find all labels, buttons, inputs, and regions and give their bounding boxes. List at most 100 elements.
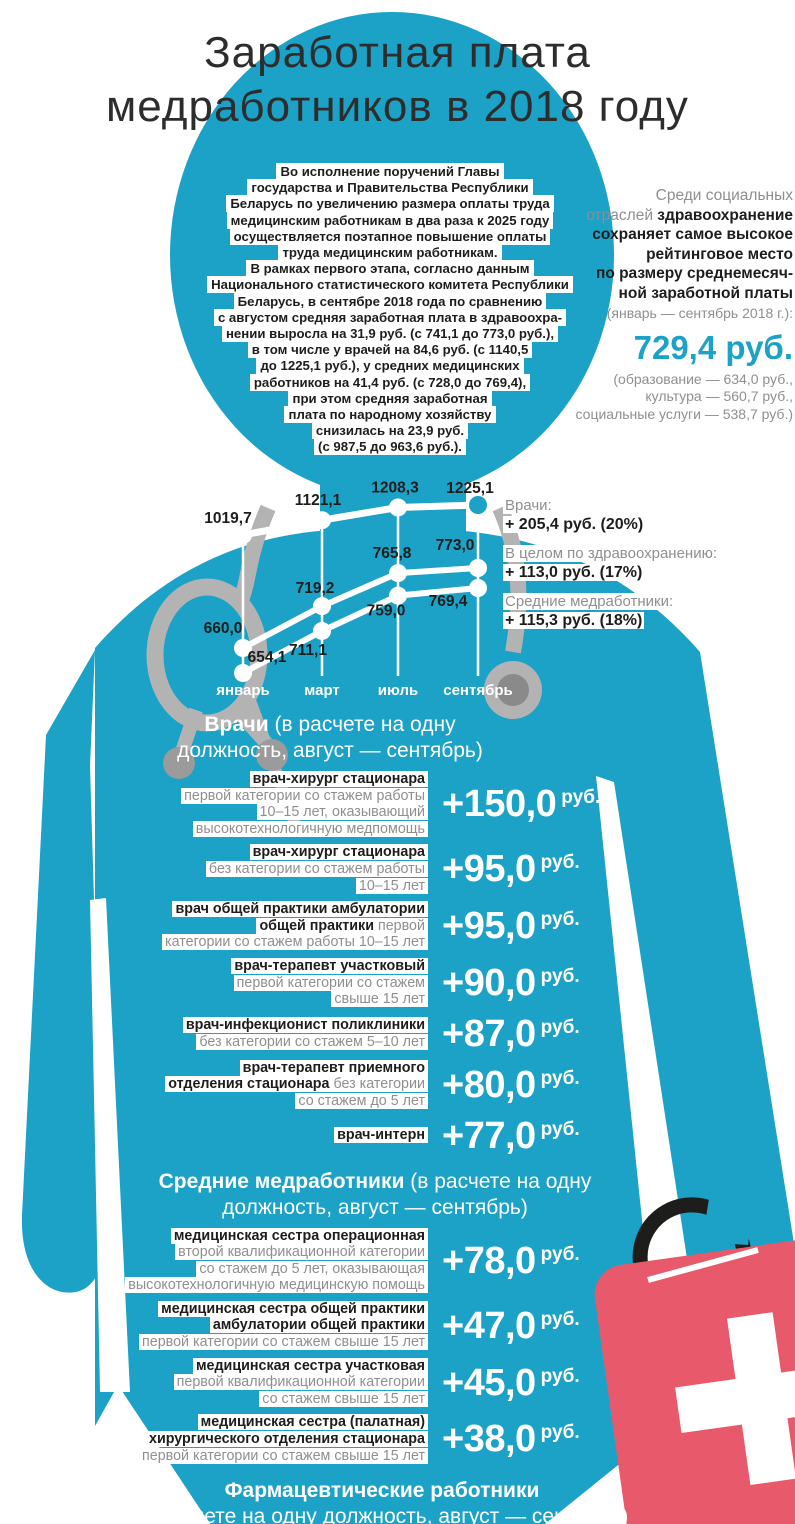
salary-unit: руб.: [540, 909, 580, 931]
salary-item-row: врач-терапевт приемного отделения стацион…: [0, 1059, 795, 1110]
salary-unit: руб.: [540, 965, 580, 987]
chart-legend: Врачи: + 205,4 руб. (20%) В целом по здрав…: [503, 497, 793, 641]
intro-line-text: с августом средняя заработная плата в зд…: [213, 308, 567, 326]
intro-line-text: труда медицинским работникам.: [278, 244, 502, 262]
salary-item-label: медицинская сестра (палатная) хирургическ…: [0, 1414, 428, 1464]
intro-line: снизилась на 23,9 руб.: [0, 422, 780, 440]
salary-unit: руб.: [540, 1118, 580, 1140]
text-segment: ной заработной платы: [618, 284, 793, 302]
intro-line: при этом средняя заработная: [0, 389, 780, 407]
salary-item-row: медицинская сестра операционная второй кв…: [0, 1227, 795, 1294]
salary-item-row: врач общей практики амбулатории общей пра…: [0, 901, 795, 951]
salary-amount: +80,0: [442, 1063, 536, 1106]
text-segment: общей практики: [259, 917, 374, 934]
salary-item-label: врач-терапевт участковый первой категории…: [0, 957, 428, 1008]
salary-item-value: +95,0 руб.: [442, 907, 580, 945]
intro-line-text: до 1225,1 руб.), у средних медицинских: [256, 357, 524, 375]
salary-unit: руб.: [540, 1308, 580, 1330]
text-segment: первой категории со стажем свыше 15 лет: [142, 1334, 425, 1351]
salary-item-value: +45,0 руб.: [442, 1364, 580, 1402]
intro-line-text: Беларусь, в сентябре 2018 года по сравне…: [233, 292, 547, 310]
side-note-line: Среди социальных: [555, 186, 793, 206]
salary-unit: руб.: [540, 1016, 580, 1038]
text-segment: со стажем свыше 15 лет: [262, 1390, 425, 1407]
section-heading: Врачи (в расчете на одну должность, авгус…: [0, 712, 660, 764]
text-segment: врач-интерн: [337, 1127, 425, 1144]
salary-item-label: врач-хирург стационара первой категории с…: [0, 771, 428, 837]
intro-line: Беларусь по увеличению размера оплаты тр…: [0, 195, 780, 213]
legend-series-name: Средние медработники:: [503, 593, 676, 610]
text-segment: здравоохранение: [657, 206, 793, 224]
text-segment: высокотехнологичную медицинскую помощь: [128, 1277, 425, 1294]
text-segment: со стажем до 5 лет: [298, 1092, 425, 1109]
salary-item-value: +90,0 руб.: [442, 964, 580, 1002]
salary-item-value: +38,0 руб.: [442, 1420, 580, 1458]
legend-series-change: + 113,0 руб. (17%): [503, 564, 645, 581]
intro-line-text: государства и Правительства Республики: [247, 179, 533, 197]
side-note-line: ной заработной платы: [555, 284, 793, 304]
salary-item-row: врач-хирург стационара без категории со с…: [0, 844, 795, 894]
intro-line-text: работников на 41,4 руб. (с 728,0 до 769,…: [249, 373, 531, 391]
legend-series-name: В целом по здравоохранению:: [503, 545, 720, 562]
salary-item-value: +150,0 руб.: [442, 785, 600, 823]
side-note-lines: Среди социальных отраслей здравоохранение…: [555, 186, 793, 303]
text-segment: свыше 15 лет: [334, 991, 425, 1008]
text-segment: со стажем до 5 лет, оказывающая: [199, 1260, 425, 1277]
intro-line: в том числе у врачей на 84,6 руб. (с 114…: [0, 341, 780, 359]
text-segment: категории со стажем работы 10–15 лет: [165, 934, 425, 951]
salary-item-label: врач-терапевт приемного отделения стацион…: [0, 1059, 428, 1110]
intro-line: государства и Правительства Республики: [0, 179, 780, 197]
salary-section: Средние медработники (в расчете на одну д…: [0, 1169, 795, 1465]
salary-section: Фармацевтические работники (в расчете на …: [0, 1478, 795, 1524]
text-segment: врач-терапевт участковый: [234, 957, 425, 974]
intro-line: Беларусь, в сентябре 2018 года по сравне…: [0, 292, 780, 310]
intro-line-text: осуществляется поэтапное повышение оплат…: [229, 227, 551, 245]
title-line-2: медработников в 2018 году: [106, 81, 689, 131]
text-segment: (в расчете на одну: [404, 1169, 592, 1193]
text-segment: Средние медработники: [158, 1169, 405, 1193]
text-segment: хирургического отделения стационара: [149, 1431, 425, 1448]
intro-line: осуществляется поэтапное повышение оплат…: [0, 227, 780, 245]
text-segment: врач-терапевт приемного: [242, 1059, 425, 1076]
sleeve-cuff: [647, 1247, 759, 1283]
side-note-line: по размеру среднемесяч-: [555, 264, 793, 284]
salary-item-label: врач-хирург стационара без категории со с…: [0, 844, 428, 894]
salary-item-value: +77,0 руб.: [442, 1117, 580, 1155]
intro-line-text: Беларусь по увеличению размера оплаты тр…: [226, 195, 554, 213]
salary-item-row: медицинская сестра общей практики амбулат…: [0, 1300, 795, 1351]
text-segment: Среди социальных: [655, 187, 793, 204]
text-segment: медицинская сестра участковая: [195, 1357, 425, 1374]
title-line-1: Заработная плата: [204, 28, 591, 77]
salary-item-label: врач-инфекционист поликлиники без категор…: [0, 1017, 428, 1050]
text-segment: врач-инфекционист поликлиники: [185, 1017, 425, 1034]
intro-line-text: Национального статистического комитета Р…: [207, 276, 573, 294]
salary-unit: руб.: [540, 1365, 580, 1387]
text-segment: должность, август — сентябрь): [177, 739, 483, 762]
sections: Врачи (в расчете на одну должность, авгус…: [0, 712, 795, 1524]
text-segment: 10–15 лет, оказывающий: [259, 804, 425, 821]
text-segment: (в расчете на одну: [268, 713, 456, 736]
side-note-footnote-line: социальные услуги — 538,7 руб.): [575, 405, 794, 422]
salary-amount: +90,0: [442, 961, 536, 1004]
text-segment: без категории: [329, 1076, 425, 1093]
salary-amount: +38,0: [442, 1418, 536, 1461]
side-note-footnote-line: (образование — 634,0 руб.,: [613, 370, 793, 387]
salary-item-value: +47,0 руб.: [442, 1307, 580, 1345]
text-segment: врач-хирург стационара: [252, 771, 425, 787]
text-segment: 10–15 лет: [358, 877, 425, 894]
salary-unit: руб.: [540, 852, 580, 874]
salary-item-label: врач общей практики амбулатории общей пра…: [0, 901, 428, 951]
text-segment: медицинская сестра операционная: [173, 1227, 425, 1244]
text-segment: высокотехнологичную медпомощь: [195, 820, 425, 837]
salary-item-row: медицинская сестра участковая первой квал…: [0, 1357, 795, 1408]
salary-item-value: +78,0 руб.: [442, 1242, 580, 1280]
salary-item-row: врач-терапевт участковый первой категории…: [0, 957, 795, 1008]
text-segment: медицинская сестра общей практики: [161, 1300, 425, 1317]
text-segment: рейтинговое место: [646, 245, 793, 263]
text-segment: врач-хирург стационара: [252, 844, 425, 861]
text-segment: (в расчете на одну должность, август — с…: [135, 1505, 629, 1524]
intro-line-text: снизилась на 23,9 руб.: [311, 422, 469, 440]
salary-amount: +45,0: [442, 1361, 536, 1404]
text-segment: отраслей: [586, 206, 658, 224]
text-segment: без категории со стажем работы: [208, 860, 425, 877]
